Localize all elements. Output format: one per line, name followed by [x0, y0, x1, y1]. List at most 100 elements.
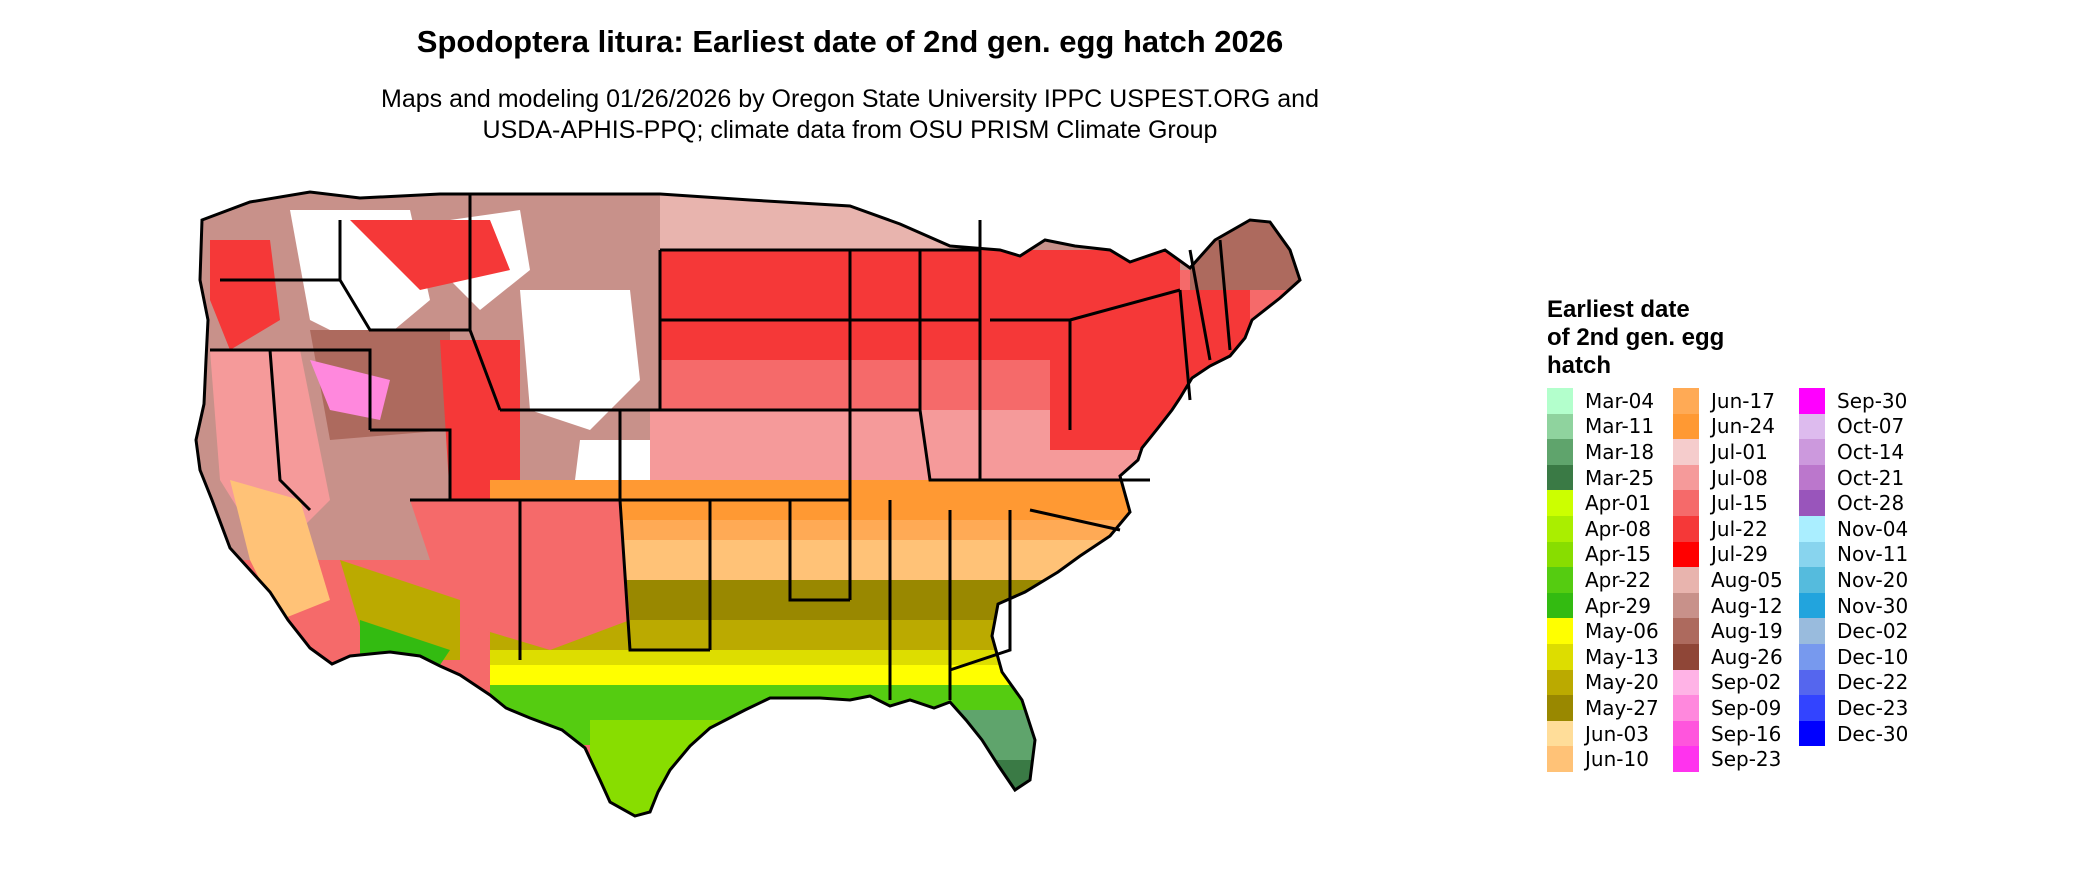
legend-label: Aug-05: [1711, 567, 1783, 592]
subtitle-line-2: USDA-APHIS-PPQ; climate data from OSU PR…: [482, 116, 1218, 144]
map-title: Spodoptera litura: Earliest date of 2nd …: [416, 24, 1284, 59]
legend-label: Nov-11: [1837, 542, 1909, 567]
region-california-orange: [230, 480, 330, 620]
legend-swatch: [1673, 720, 1699, 747]
legend-label: Jul-29: [1711, 542, 1768, 567]
legend-swatch: [1673, 643, 1699, 670]
legend-swatch: [1547, 388, 1573, 414]
legend-label: Oct-28: [1837, 491, 1905, 516]
legend-swatch: [1799, 490, 1825, 516]
legend-label: Jun-17: [1711, 388, 1775, 413]
legend-item: Aug-12: [1673, 592, 1783, 619]
legend-item: May-20: [1547, 669, 1659, 696]
legend-label: Jul-15: [1711, 491, 1768, 516]
legend-item: May-13: [1547, 643, 1659, 670]
legend-item: Jun-24: [1673, 413, 1783, 440]
legend-label: Dec-23: [1837, 695, 1909, 720]
legend-label: Aug-26: [1711, 644, 1783, 669]
legend-swatch: [1547, 439, 1573, 465]
legend-swatch: [1799, 567, 1825, 593]
legend-label: Apr-01: [1585, 491, 1651, 516]
legend-item: Jul-15: [1673, 490, 1783, 516]
legend-item: Sep-30: [1799, 388, 1908, 414]
legend-item: Jun-10: [1547, 746, 1659, 772]
legend-swatch: [1673, 618, 1699, 644]
map-fill-layer: [196, 192, 1300, 816]
legend-swatch: [1799, 515, 1825, 542]
legend-label: Oct-07: [1837, 414, 1905, 439]
legend-label: Aug-12: [1711, 593, 1783, 618]
legend-item: Sep-02: [1673, 669, 1783, 696]
legend-swatch: [1547, 746, 1573, 772]
legend-column: Jun-17 Jun-24 Jul-01 Jul-08 Jul-15 Jul-22 Jul-…: [1673, 388, 1783, 772]
legend-item: Mar-04: [1547, 388, 1659, 414]
legend-swatch: [1547, 541, 1573, 568]
legend-swatch: [1799, 464, 1825, 491]
legend-label: Aug-19: [1711, 619, 1783, 644]
legend-item: Sep-23: [1673, 746, 1783, 772]
legend-item: Jun-03: [1547, 720, 1659, 747]
legend-title-line-2: of 2nd gen. egg: [1547, 324, 1725, 351]
legend-label: Sep-30: [1837, 388, 1908, 413]
legend-swatch: [1799, 413, 1825, 440]
legend-label: Sep-09: [1711, 695, 1782, 720]
legend-item: Aug-26: [1673, 643, 1783, 670]
legend-label: Nov-30: [1837, 593, 1909, 618]
legend-label: May-06: [1585, 619, 1659, 644]
legend-swatch: [1673, 388, 1699, 414]
region-south-florida: [950, 710, 1050, 800]
legend-item: Sep-09: [1673, 695, 1783, 721]
region-northern-plains: [660, 192, 990, 250]
legend-item: May-27: [1547, 695, 1659, 721]
legend-item: Apr-01: [1547, 490, 1659, 516]
legend-title-line-3: hatch: [1547, 352, 1612, 379]
legend-title-line-1: Earliest date: [1547, 296, 1690, 323]
legend-item: Apr-08: [1547, 515, 1659, 542]
legend-item: Dec-30: [1799, 720, 1908, 747]
legend-item: Oct-07: [1799, 413, 1908, 440]
legend-item: Dec-22: [1799, 669, 1909, 696]
legend-label: Mar-25: [1585, 465, 1655, 490]
legend-item: Mar-25: [1547, 464, 1659, 491]
legend-label: Sep-16: [1711, 721, 1782, 746]
legend-item: Dec-10: [1799, 643, 1908, 670]
legend-label: Mar-18: [1585, 439, 1655, 464]
legend-swatch: [1547, 567, 1573, 593]
legend-swatch: [1547, 490, 1573, 516]
legend-swatch: [1673, 439, 1699, 465]
legend-item: Apr-22: [1547, 567, 1659, 593]
legend-swatch: [1547, 464, 1573, 491]
legend-swatch: [1547, 515, 1573, 542]
legend-item: Nov-30: [1799, 592, 1909, 619]
legend-swatch: [1547, 695, 1573, 721]
legend-label: May-27: [1585, 695, 1659, 720]
region-pnw-red: [210, 240, 280, 350]
legend-label: Dec-22: [1837, 670, 1909, 695]
region-mountain-white-3: [520, 290, 640, 430]
legend-label: Nov-20: [1837, 567, 1909, 592]
legend-label: Jul-08: [1711, 465, 1768, 490]
legend-label: Jun-24: [1711, 414, 1775, 439]
legend-label: Jul-01: [1711, 439, 1768, 464]
legend-swatch: [1547, 618, 1573, 644]
legend-label: May-20: [1585, 670, 1659, 695]
legend: Mar-04 Mar-11 Mar-18 Mar-25 Apr-01 Apr-08 Apr-…: [1547, 388, 2087, 788]
legend-label: Jun-10: [1585, 747, 1649, 772]
region-south-texas: [590, 720, 790, 816]
legend-swatch: [1673, 567, 1699, 593]
legend-swatch: [1799, 439, 1825, 465]
legend-swatch: [1547, 592, 1573, 619]
legend-item: Mar-18: [1547, 439, 1659, 465]
legend-label: Apr-15: [1585, 542, 1651, 567]
legend-item: Aug-05: [1673, 567, 1783, 593]
legend-label: May-13: [1585, 644, 1659, 669]
legend-item: Jun-17: [1673, 388, 1783, 414]
state-boundaries: [194, 190, 1302, 818]
legend-label: Sep-02: [1711, 670, 1782, 695]
legend-label: Mar-04: [1585, 388, 1655, 413]
legend-item: Aug-19: [1673, 618, 1783, 644]
legend-item: Nov-04: [1799, 515, 1908, 542]
legend-label: Jun-03: [1585, 721, 1649, 746]
legend-label: Oct-14: [1837, 439, 1905, 464]
legend-item: Sep-16: [1673, 720, 1783, 747]
